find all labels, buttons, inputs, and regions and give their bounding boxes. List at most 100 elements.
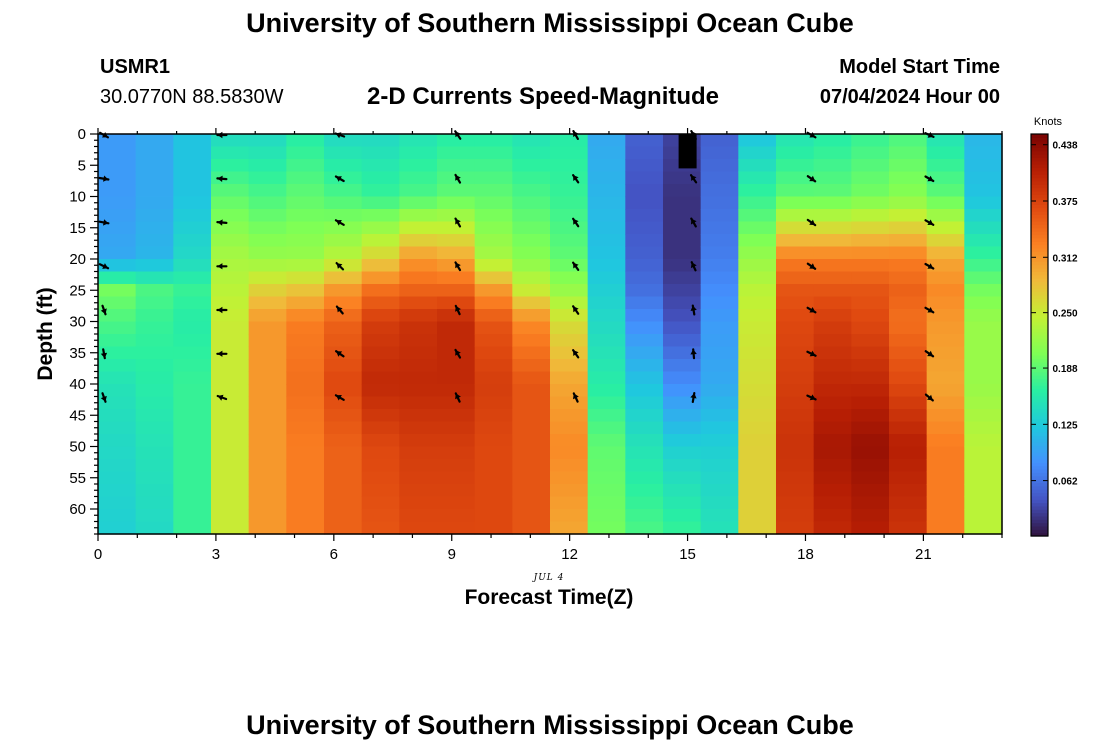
heatmap-cell xyxy=(286,259,325,273)
heatmap-cell xyxy=(813,471,852,485)
heatmap-cell xyxy=(324,371,363,385)
heatmap-cell xyxy=(926,146,965,160)
heatmap-cell xyxy=(286,184,325,198)
heatmap-cell xyxy=(211,234,250,248)
heatmap-cell xyxy=(399,371,438,385)
heatmap-cell xyxy=(700,509,739,523)
heatmap-cell xyxy=(324,296,363,310)
heatmap-cell xyxy=(738,359,777,373)
colorbar-segment xyxy=(1031,144,1048,148)
heatmap-cell xyxy=(550,409,589,423)
heatmap-cell xyxy=(776,421,815,435)
heatmap-cell xyxy=(550,284,589,298)
heatmap-cell xyxy=(889,259,928,273)
heatmap-cell xyxy=(813,421,852,435)
heatmap-cell xyxy=(248,396,287,410)
heatmap-cell xyxy=(98,471,137,485)
heatmap-cell xyxy=(361,159,400,173)
heatmap-cell xyxy=(211,496,250,510)
heatmap-cell xyxy=(173,134,212,148)
heatmap-cell xyxy=(663,221,702,235)
x-axis: 0 3 6 9 12 15 18 21 xyxy=(94,128,1003,563)
heatmap-cell xyxy=(324,259,363,273)
heatmap-cell xyxy=(889,471,928,485)
colorbar-segment xyxy=(1031,435,1048,440)
y-tick-label: 35 xyxy=(69,345,86,362)
heatmap-cell xyxy=(437,384,476,398)
heatmap-cell xyxy=(550,521,589,535)
heatmap-cell xyxy=(173,159,212,173)
x-tick-label: 6 xyxy=(330,546,338,563)
heatmap-cell xyxy=(663,271,702,285)
colorbar-segment xyxy=(1031,465,1048,470)
heatmap-cell xyxy=(926,409,965,423)
heatmap-cell xyxy=(474,446,513,460)
heatmap-cell xyxy=(776,234,815,248)
heatmap-cell xyxy=(964,296,1003,310)
heatmap-cell xyxy=(776,196,815,210)
heatmap-cell xyxy=(776,434,815,448)
heatmap-cell xyxy=(851,246,890,260)
heatmap-cell xyxy=(474,321,513,335)
heatmap-cell xyxy=(248,521,287,535)
colorbar-segment xyxy=(1031,529,1048,534)
colorbar-segment xyxy=(1031,402,1048,406)
heatmap-cell xyxy=(926,271,965,285)
heatmap-cell xyxy=(738,409,777,423)
heatmap-cell xyxy=(211,134,250,148)
heatmap-cell xyxy=(889,296,928,310)
heatmap-cell xyxy=(663,371,702,385)
heatmap-cell xyxy=(135,159,174,173)
heatmap-cell xyxy=(211,246,250,260)
station-id: USMR1 xyxy=(100,56,171,78)
heatmap-cell xyxy=(964,421,1003,435)
y-tick-label: 20 xyxy=(69,251,86,268)
current-vector xyxy=(334,394,345,401)
heatmap-cell xyxy=(211,409,250,423)
heatmap-cell xyxy=(889,271,928,285)
colorbar-segment xyxy=(1031,174,1048,179)
heatmap-cell xyxy=(361,271,400,285)
x-tick-label: 3 xyxy=(212,546,220,563)
heatmap-cell xyxy=(889,334,928,348)
heatmap-cell xyxy=(437,396,476,410)
heatmap-cell xyxy=(248,184,287,198)
heatmap-cell xyxy=(776,484,815,498)
heatmap-cell xyxy=(135,196,174,210)
heatmap-cells xyxy=(98,134,1003,535)
heatmap-cell xyxy=(889,246,928,260)
heatmap-cell xyxy=(474,134,513,148)
heatmap-cell xyxy=(776,359,815,373)
colorbar-segment xyxy=(1031,211,1048,215)
heatmap-cell xyxy=(889,146,928,160)
heatmap-cell xyxy=(135,221,174,235)
heatmap-cell xyxy=(173,359,212,373)
heatmap-cell xyxy=(964,221,1003,235)
heatmap-cell xyxy=(135,396,174,410)
heatmap-cell xyxy=(474,159,513,173)
heatmap-cell xyxy=(474,209,513,223)
heatmap-cell xyxy=(437,359,476,373)
colorbar-segment xyxy=(1031,180,1048,185)
heatmap-cell xyxy=(625,446,664,460)
heatmap-cell xyxy=(776,171,815,185)
heatmap-cell xyxy=(324,359,363,373)
heatmap-cell xyxy=(700,371,739,385)
x-tick-label: 15 xyxy=(679,546,696,563)
colorbar-segment xyxy=(1031,328,1048,333)
heatmap-cell xyxy=(738,271,777,285)
heatmap-cell xyxy=(776,396,815,410)
heatmap-cell xyxy=(437,434,476,448)
heatmap-cell xyxy=(399,359,438,373)
heatmap-cell xyxy=(700,471,739,485)
heatmap-cell xyxy=(361,384,400,398)
heatmap-cell xyxy=(286,221,325,235)
heatmap-cell xyxy=(286,246,325,260)
heatmap-cell xyxy=(286,496,325,510)
heatmap-cell xyxy=(437,521,476,535)
colorbar-segment xyxy=(1031,381,1048,386)
heatmap-cell xyxy=(625,134,664,148)
heatmap-cell xyxy=(738,484,777,498)
heatmap-cell xyxy=(286,284,325,298)
heatmap-cell xyxy=(512,171,551,185)
